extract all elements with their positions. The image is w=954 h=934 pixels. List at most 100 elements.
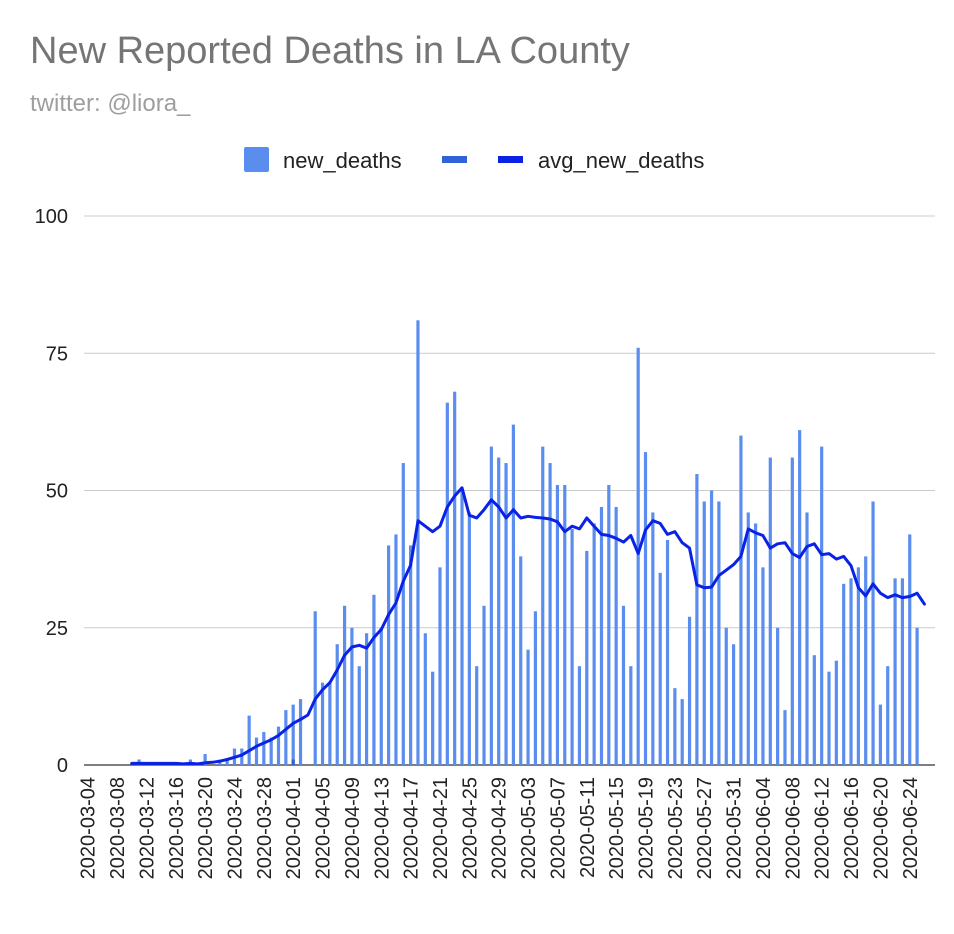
y-tick-label: 50: [46, 481, 68, 503]
bar-new_deaths: [754, 523, 758, 765]
bar-new_deaths: [878, 704, 882, 765]
x-tick-label: 2020-04-21: [430, 777, 452, 879]
bar-new_deaths: [357, 666, 361, 765]
x-tick-label: 2020-03-24: [224, 777, 246, 879]
x-tick-label: 2020-04-13: [371, 777, 393, 879]
bar-new_deaths: [761, 567, 765, 765]
x-tick-label: 2020-03-12: [136, 777, 158, 879]
bar-new_deaths: [401, 463, 405, 765]
bar-new_deaths: [467, 512, 471, 765]
chart-subtitle: twitter: @liora_: [30, 90, 191, 117]
bar-new_deaths: [614, 506, 618, 765]
legend-swatch-new-deaths: [244, 147, 269, 172]
y-tick-label: 75: [46, 343, 68, 365]
x-tick-label: 2020-03-16: [166, 777, 188, 879]
x-tick-label: 2020-03-20: [195, 777, 217, 879]
bar-new_deaths: [592, 523, 596, 765]
x-tick-label: 2020-05-23: [665, 777, 687, 879]
bar-new_deaths: [709, 490, 714, 765]
x-tick-label: 2020-04-17: [401, 777, 423, 879]
x-tick-label: 2020-06-16: [841, 777, 863, 879]
bar-new_deaths: [820, 446, 824, 765]
x-tick-label: 2020-04-05: [313, 777, 335, 879]
bar-new_deaths: [387, 545, 391, 765]
bar-new_deaths: [475, 666, 479, 765]
x-tick-label: 2020-04-25: [459, 777, 481, 879]
bar-new_deaths: [203, 754, 207, 765]
bar-new_deaths: [746, 512, 750, 765]
bar-new_deaths: [269, 737, 273, 765]
x-axis: 2020-03-04 2020-03-08 2020-03-12 2020-03-16…: [78, 777, 922, 879]
bar-new_deaths: [695, 474, 699, 765]
bar-new_deaths: [599, 506, 604, 765]
bar-new_deaths: [805, 512, 809, 765]
bar-new_deaths: [636, 347, 640, 765]
legend-swatch-series-2: [442, 156, 467, 163]
bar-new_deaths: [915, 627, 919, 765]
bar-new_deaths: [731, 644, 736, 765]
bar-new_deaths: [864, 556, 868, 765]
x-tick-label: 2020-04-09: [342, 777, 364, 879]
bar-new_deaths: [724, 627, 728, 765]
line-avg_new_deaths: [130, 486, 926, 766]
bar-new_deaths: [893, 578, 897, 765]
bar-new_deaths: [607, 485, 611, 765]
x-tick-label: 2020-05-27: [694, 777, 716, 879]
bar-new_deaths: [240, 748, 244, 765]
x-tick-label: 2020-05-11: [577, 777, 599, 878]
y-tick-label: 25: [46, 618, 68, 640]
x-tick-label: 2020-06-12: [812, 777, 834, 879]
bar-new_deaths: [834, 660, 838, 765]
bar-new_deaths: [254, 737, 259, 765]
bar-new_deaths: [871, 501, 875, 765]
x-tick-label: 2020-05-15: [606, 777, 628, 879]
legend-label-avg-new-deaths: avg_new_deaths: [538, 148, 704, 173]
bar-new_deaths: [849, 578, 853, 765]
bar-new_deaths: [291, 704, 295, 765]
bar-new_deaths: [489, 446, 493, 765]
bar-series-1: [291, 759, 295, 765]
legend: new_deaths avg_new_deaths: [244, 147, 704, 173]
bar-new_deaths: [827, 671, 831, 765]
x-tick-label: 2020-05-03: [518, 777, 540, 879]
bar-new_deaths: [372, 594, 376, 765]
bar-new_deaths: [900, 578, 905, 765]
bar-new_deaths: [284, 710, 288, 765]
x-tick-label: 2020-05-19: [636, 777, 658, 879]
bar-new_deaths: [555, 485, 560, 765]
bar-new_deaths: [247, 715, 251, 765]
bar-new_deaths: [790, 457, 794, 765]
x-tick-label: 2020-06-08: [782, 777, 804, 879]
bar-new_deaths: [842, 583, 846, 765]
bar-new_deaths: [511, 424, 515, 765]
bar-new_deaths: [702, 501, 706, 765]
x-tick-label: 2020-04-29: [489, 777, 511, 879]
bar-new_deaths: [563, 485, 567, 765]
bar-new_deaths: [541, 446, 545, 765]
bar-new_deaths: [379, 627, 383, 765]
bar-new_deaths: [739, 435, 743, 765]
legend-swatch-avg-new-deaths: [498, 156, 523, 163]
bar-new_deaths: [665, 539, 670, 765]
bar-new_deaths: [621, 605, 626, 765]
x-tick-label: 2020-06-24: [900, 777, 922, 879]
bar-new_deaths: [886, 666, 890, 765]
bar-new_deaths: [908, 534, 912, 765]
bar-new_deaths: [526, 649, 530, 765]
bar-new_deaths: [409, 545, 413, 765]
x-tick-label: 2020-05-31: [724, 777, 746, 879]
x-tick-label: 2020-06-20: [870, 777, 892, 879]
bar-new_deaths: [423, 633, 427, 765]
bar-new_deaths: [651, 512, 655, 765]
bar-new_deaths: [783, 710, 787, 765]
bar-new_deaths: [364, 633, 369, 765]
bar-new_deaths: [673, 688, 677, 765]
bar-new_deaths: [856, 567, 860, 765]
legend-label-new-deaths: new_deaths: [283, 148, 402, 173]
bar-new_deaths: [717, 501, 721, 765]
bar-new_deaths: [335, 644, 339, 765]
bar-new_deaths: [533, 611, 538, 765]
bar-new_deaths: [394, 534, 398, 765]
x-tick-label: 2020-03-04: [78, 777, 100, 879]
